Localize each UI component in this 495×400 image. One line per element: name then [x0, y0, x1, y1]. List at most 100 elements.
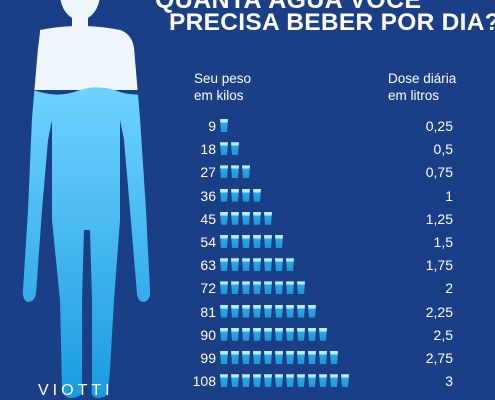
- water-glass-icon: [297, 374, 305, 388]
- liters-value: 1,25: [425, 210, 453, 227]
- cup-count: [220, 351, 341, 365]
- water-glass-icon: [231, 374, 239, 388]
- water-glass-icon: [220, 165, 228, 179]
- weight-value: 45: [200, 210, 216, 227]
- cup-count: [220, 211, 275, 226]
- table-row: 72 2: [0, 279, 495, 297]
- water-glass-icon: [231, 258, 239, 272]
- liters-value: 3: [445, 373, 453, 390]
- water-glass-icon: [330, 351, 338, 364]
- liters-value: 1,5: [433, 234, 453, 250]
- water-glass-icon: [341, 374, 349, 388]
- water-glass-icon: [286, 304, 294, 318]
- weight-label-line2: em kilos: [194, 88, 244, 103]
- water-glass-icon: [264, 374, 272, 388]
- water-glass-icon: [242, 165, 250, 179]
- water-glass-icon: [319, 374, 327, 388]
- table-row: 54 1,5: [0, 233, 495, 251]
- page-title: PRECISA BEBER POR DIA?: [169, 9, 495, 36]
- water-glass-icon: [220, 211, 228, 225]
- weight-value: 63: [200, 257, 216, 274]
- water-glass-icon: [253, 235, 261, 248]
- table-row: 99 2,75: [0, 349, 495, 367]
- weight-value: 54: [200, 234, 216, 250]
- water-glass-icon: [253, 211, 261, 225]
- water-glass-icon: [220, 188, 228, 202]
- weight-value: 81: [200, 303, 216, 320]
- cup-count: [220, 327, 330, 342]
- cup-count: [220, 165, 253, 179]
- dose-label-line1: Dose diária: [388, 71, 457, 86]
- water-glass-icon: [242, 281, 250, 295]
- weight-value: 36: [200, 187, 216, 204]
- water-glass-icon: [242, 188, 250, 202]
- water-glass-icon: [231, 327, 239, 341]
- water-glass-icon: [242, 211, 250, 225]
- liters-value: 2,25: [425, 303, 453, 320]
- liters-value: 0,25: [425, 118, 453, 134]
- water-glass-icon: [308, 304, 316, 318]
- water-glass-icon: [264, 327, 272, 341]
- liters-value: 2,75: [425, 350, 453, 366]
- cup-count: [220, 374, 352, 388]
- liters-value: 2,5: [433, 326, 453, 343]
- water-glass-icon: [297, 281, 305, 295]
- table-row: 63 1,75: [0, 256, 495, 274]
- water-glass-icon: [264, 281, 272, 295]
- water-glass-icon: [308, 374, 316, 388]
- water-glass-icon: [220, 281, 228, 295]
- water-glass-icon: [231, 235, 239, 248]
- water-glass-icon: [231, 351, 239, 364]
- water-glass-icon: [264, 304, 272, 318]
- water-glass-icon: [231, 211, 239, 225]
- water-glass-icon: [242, 258, 250, 272]
- water-glass-icon: [275, 281, 283, 295]
- table-row: 81 2,25: [0, 303, 495, 321]
- water-glass-icon: [308, 351, 316, 364]
- liters-value: 0,5: [433, 141, 453, 158]
- water-glass-icon: [264, 351, 272, 364]
- water-glass-icon: [253, 258, 261, 272]
- water-glass-icon: [231, 281, 239, 295]
- table-row: 27 0,75: [0, 163, 495, 181]
- water-glass-icon: [286, 281, 294, 295]
- water-glass-icon: [264, 258, 272, 272]
- water-glass-icon: [297, 351, 305, 364]
- human-body-silhouette: [22, 0, 151, 398]
- cup-count: [220, 142, 242, 156]
- water-glass-icon: [220, 119, 228, 132]
- water-glass-icon: [286, 374, 294, 388]
- weight-value: 72: [200, 280, 216, 297]
- water-glass-icon: [231, 142, 239, 156]
- cup-count: [220, 119, 231, 133]
- title-top: QUANTA ÁGUA VOCÊ: [155, 0, 422, 14]
- water-glass-icon: [286, 258, 294, 272]
- water-glass-icon: [253, 374, 261, 388]
- water-glass-icon: [275, 235, 283, 248]
- water-glass-icon: [264, 211, 272, 225]
- dose-column-header: Dose diária em litros: [388, 70, 456, 104]
- weight-value: 99: [200, 350, 216, 366]
- dose-label-line2: em litros: [388, 88, 440, 103]
- weight-value: 90: [200, 326, 216, 343]
- water-glass-icon: [275, 327, 283, 341]
- liters-value: 0,75: [425, 164, 453, 181]
- liters-value: 1: [445, 187, 453, 204]
- table-row: 45 1,25: [0, 210, 495, 228]
- water-glass-icon: [275, 304, 283, 318]
- water-glass-icon: [297, 304, 305, 318]
- water-glass-icon: [220, 374, 228, 388]
- water-glass-icon: [242, 327, 250, 341]
- liters-value: 1,75: [425, 257, 453, 274]
- cup-count: [220, 235, 286, 249]
- water-glass-icon: [231, 188, 239, 202]
- water-glass-icon: [253, 304, 261, 318]
- water-glass-icon: [220, 351, 228, 364]
- weight-value: 18: [200, 141, 216, 158]
- water-glass-icon: [308, 327, 316, 341]
- water-glass-icon: [220, 327, 228, 341]
- water-glass-icon: [220, 304, 228, 318]
- water-glass-icon: [297, 327, 305, 341]
